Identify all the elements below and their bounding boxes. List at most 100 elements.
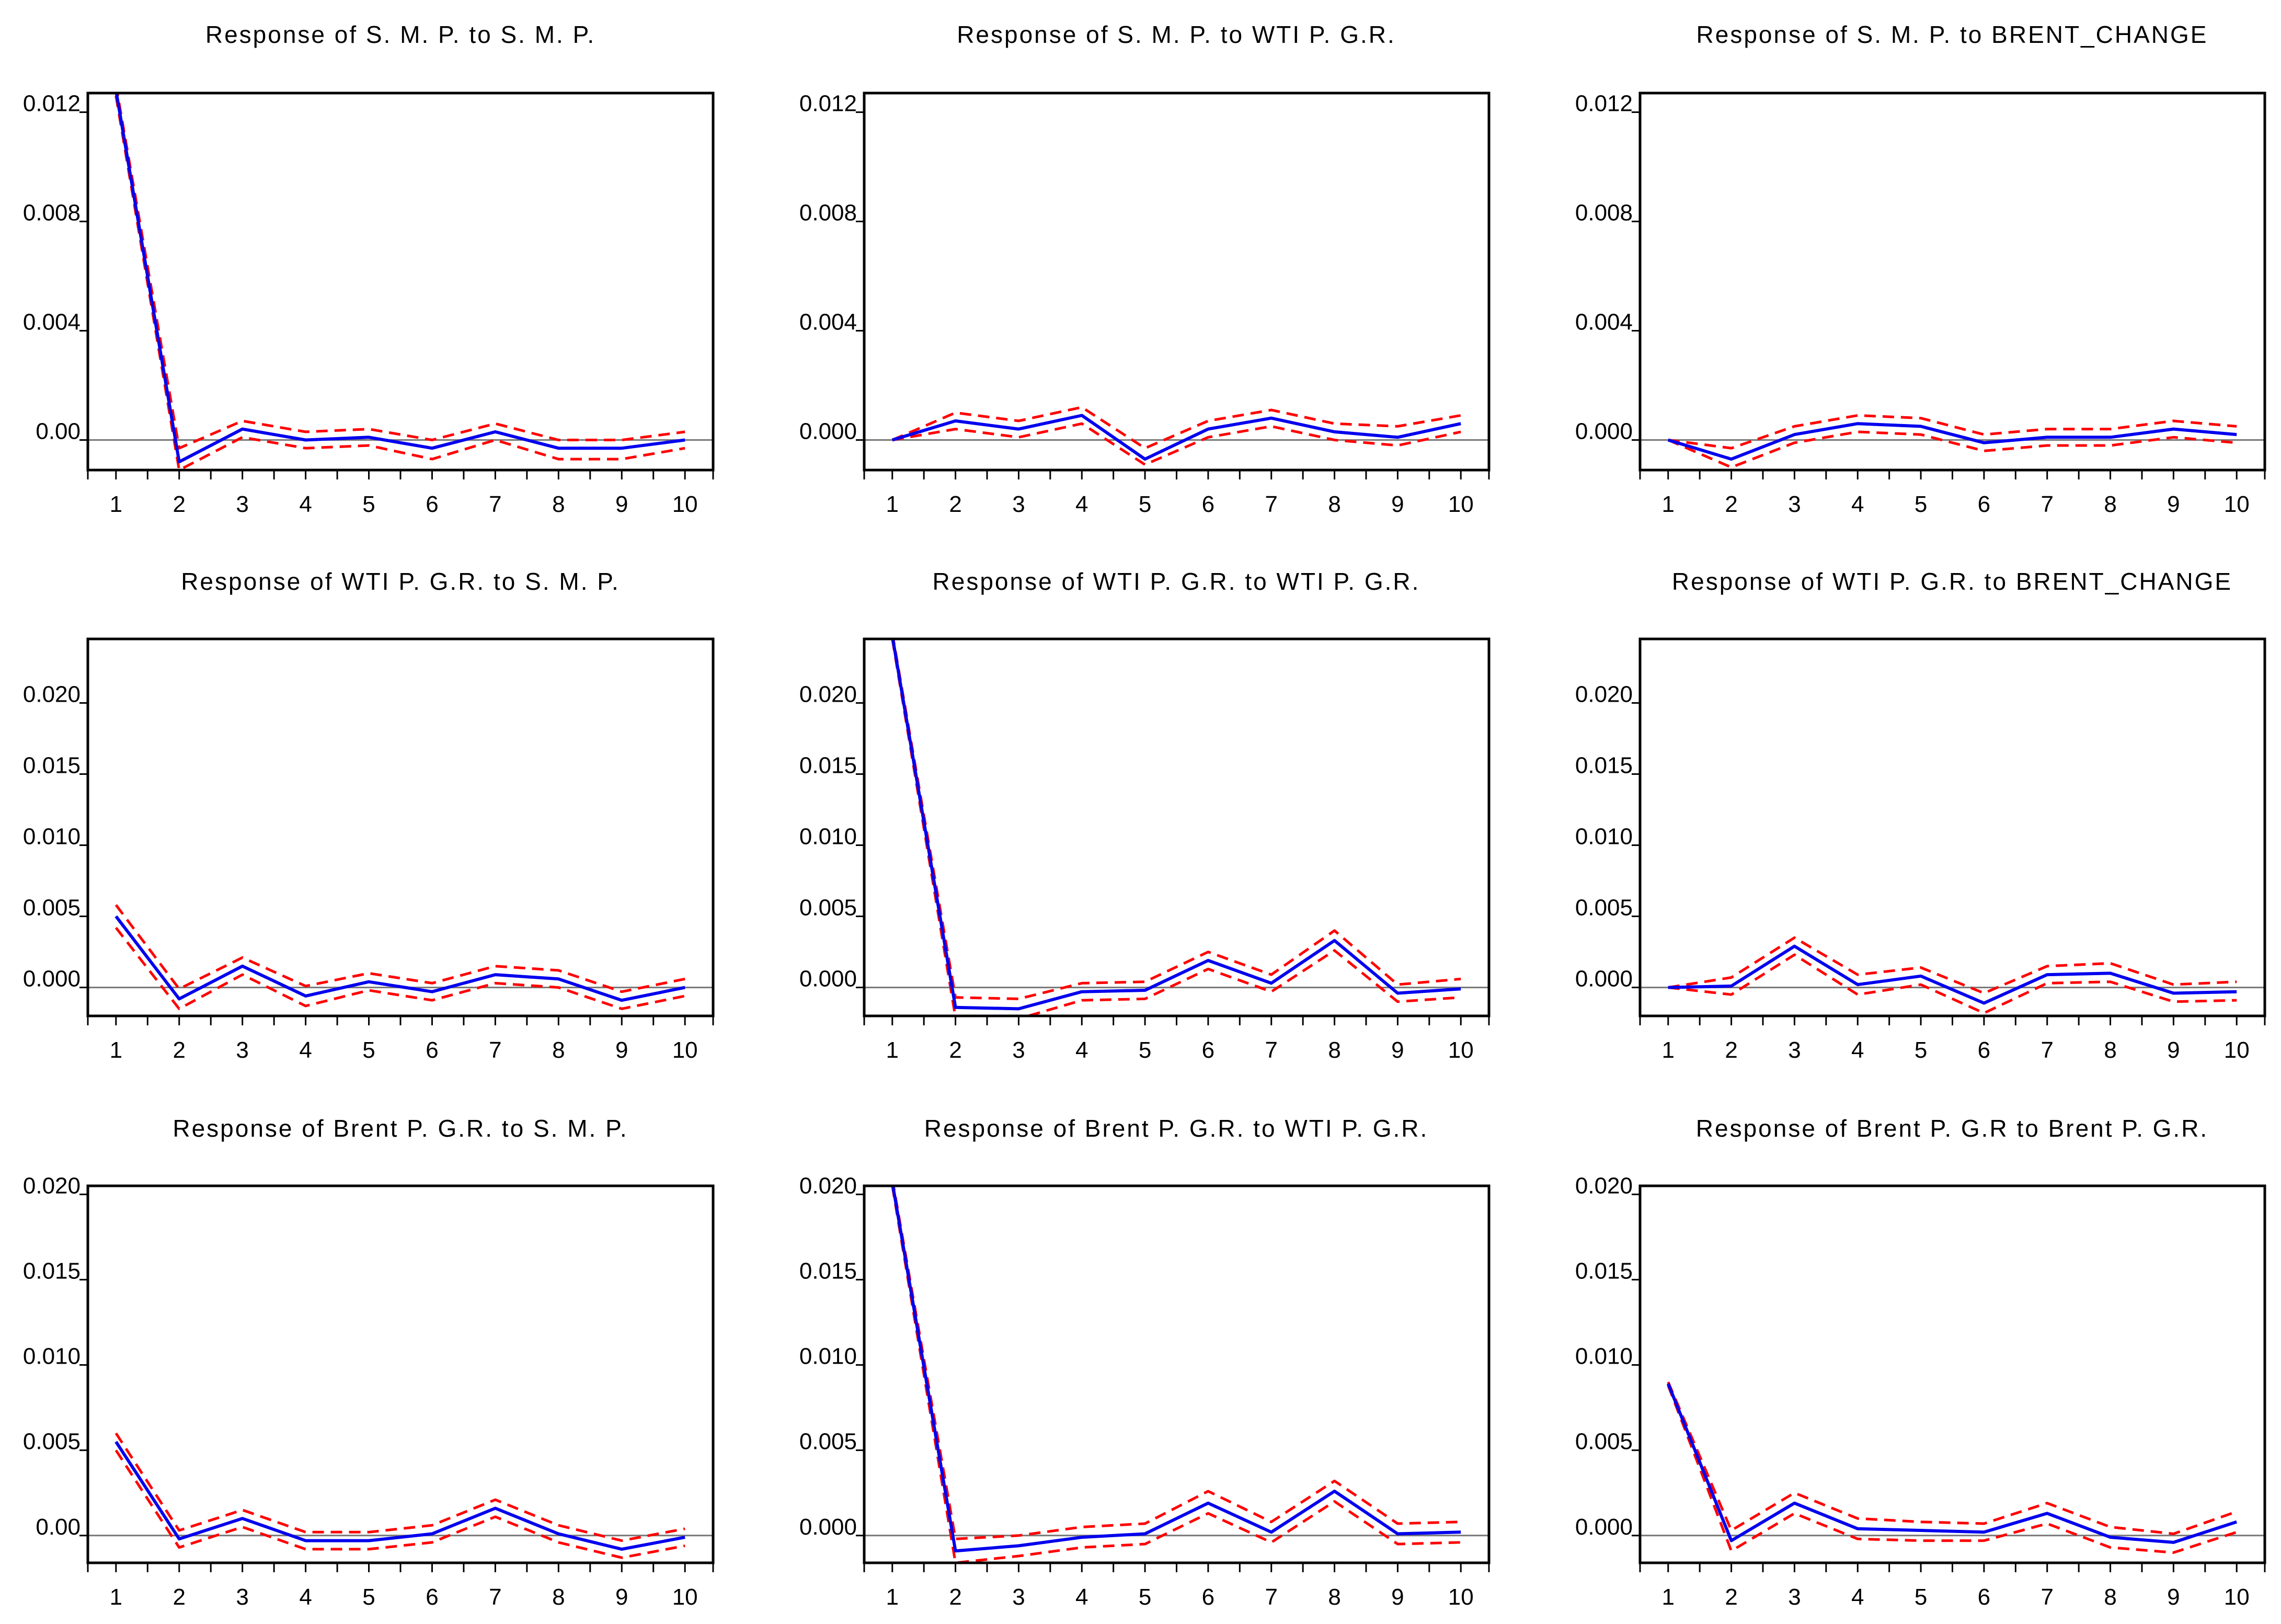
x-tick-label: 7 <box>489 1584 501 1610</box>
x-tick-label: 8 <box>552 1584 565 1610</box>
y-tick-label: 0.010 <box>23 824 81 850</box>
y-tick-label: 0.000 <box>1575 1514 1633 1540</box>
confidence-band-line <box>114 95 685 470</box>
x-tick-label: 7 <box>1265 1037 1277 1063</box>
x-tick-label: 5 <box>1139 1037 1151 1063</box>
confidence-band-line <box>892 1186 1461 1540</box>
response-line <box>891 639 1461 1011</box>
x-tick-label: 9 <box>1391 1584 1404 1610</box>
y-tick-label: 0.010 <box>799 1344 857 1369</box>
x-tick-label: 2 <box>173 1037 186 1063</box>
y-tick-label: 0.00 <box>36 1514 81 1540</box>
x-tick-label: 6 <box>1978 491 1990 517</box>
plot-frame <box>1638 1184 2266 1564</box>
x-tick-label: 4 <box>1851 1584 1864 1610</box>
y-tick-label: 0.005 <box>799 1429 857 1455</box>
y-tick-label: 0.015 <box>1575 1258 1633 1284</box>
panel-title: Response of Brent P. G.R to Brent P. G.R… <box>1696 1115 2208 1142</box>
y-tick-label: 0.005 <box>23 1429 81 1455</box>
x-tick-label: 10 <box>2224 1584 2250 1610</box>
x-tick-label: 1 <box>110 1037 122 1063</box>
x-tick-label: 9 <box>2167 1584 2180 1610</box>
x-tick-label: 7 <box>489 491 501 517</box>
confidence-band-line <box>1668 953 2237 1015</box>
y-tick-label: 0.008 <box>1575 200 1633 226</box>
x-tick-label: 6 <box>1978 1037 1990 1063</box>
x-tick-label: 10 <box>1448 1037 1474 1063</box>
y-tick-label: 0.015 <box>23 752 81 778</box>
x-tick-label: 3 <box>236 1037 248 1063</box>
x-tick-label: 10 <box>672 1584 698 1610</box>
x-tick-label: 2 <box>1725 1037 1737 1063</box>
x-tick-label: 9 <box>1391 1037 1404 1063</box>
x-tick-label: 5 <box>1915 491 1927 517</box>
x-tick-label: 8 <box>552 1037 565 1063</box>
x-tick-label: 10 <box>672 491 698 517</box>
x-tick-label: 6 <box>1202 1037 1214 1063</box>
x-tick-label: 10 <box>1448 1584 1474 1610</box>
x-tick-label: 2 <box>1725 1584 1737 1610</box>
x-tick-label: 4 <box>1851 1037 1864 1063</box>
y-tick-label: 0.010 <box>1575 1344 1633 1369</box>
plot-frame <box>863 92 1491 472</box>
panel-title: Response of Brent P. G.R. to S. M. P. <box>173 1115 628 1142</box>
y-tick-label: 0.012 <box>799 91 857 117</box>
panel-title: Response of WTI P. G.R. to WTI P. G.R. <box>933 568 1420 595</box>
x-tick-label: 5 <box>1915 1037 1927 1063</box>
confidence-band-line <box>114 904 685 993</box>
x-tick-label: 2 <box>173 1584 186 1610</box>
y-tick-label: 0.020 <box>23 1173 81 1198</box>
x-tick-label: 4 <box>1851 491 1864 517</box>
y-tick-label: 0.020 <box>799 681 857 707</box>
y-tick-label: 0.010 <box>1575 824 1633 850</box>
x-tick-label: 8 <box>2104 491 2116 517</box>
plot-frame <box>863 637 1491 1017</box>
y-tick-label: 0.015 <box>1575 752 1633 778</box>
x-tick-label: 3 <box>1012 1584 1025 1610</box>
plot-frame <box>86 92 715 472</box>
x-tick-label: 9 <box>2167 491 2180 517</box>
x-tick-label: 1 <box>1662 491 1675 517</box>
x-tick-label: 9 <box>2167 1037 2180 1063</box>
y-tick-label: 0.012 <box>1575 91 1633 117</box>
x-tick-label: 8 <box>2104 1584 2116 1610</box>
x-tick-label: 2 <box>1725 491 1737 517</box>
confidence-band-line <box>114 1449 685 1559</box>
y-tick-label: 0.005 <box>799 895 857 921</box>
y-tick-label: 0.00 <box>36 419 81 444</box>
confidence-band-line <box>114 1432 685 1542</box>
x-tick-label: 9 <box>615 1584 628 1610</box>
x-tick-label: 1 <box>1662 1037 1675 1063</box>
panel-title: Response of WTI P. G.R. to BRENT_CHANGE <box>1672 568 2232 595</box>
x-tick-label: 4 <box>299 1584 312 1610</box>
confidence-band-line <box>891 406 1461 450</box>
x-tick-label: 5 <box>362 1037 375 1063</box>
x-tick-label: 9 <box>1391 491 1404 517</box>
y-tick-label: 0.020 <box>1575 1173 1633 1198</box>
x-tick-label: 10 <box>1448 491 1474 517</box>
response-line <box>114 1440 685 1551</box>
x-tick-label: 9 <box>615 491 628 517</box>
y-tick-label: 0.004 <box>1575 310 1633 335</box>
x-tick-label: 3 <box>1012 491 1025 517</box>
x-tick-label: 3 <box>1788 1584 1801 1610</box>
x-tick-label: 6 <box>426 1037 438 1063</box>
y-tick-label: 0.015 <box>23 1258 81 1284</box>
x-tick-label: 4 <box>299 491 312 517</box>
plot-frame <box>86 1184 715 1564</box>
x-tick-label: 2 <box>173 491 186 517</box>
x-tick-label: 4 <box>1075 1037 1088 1063</box>
confidence-band-line <box>114 927 685 1010</box>
x-tick-label: 5 <box>362 1584 375 1610</box>
confidence-band-line <box>891 639 1461 1016</box>
x-tick-label: 5 <box>1139 491 1151 517</box>
x-tick-label: 1 <box>110 491 122 517</box>
y-tick-label: 0.004 <box>799 310 857 335</box>
x-tick-label: 6 <box>1202 1584 1214 1610</box>
response-line <box>1668 944 2237 1005</box>
y-tick-label: 0.012 <box>23 91 81 117</box>
response-line <box>114 915 685 1002</box>
response-line <box>891 1186 1461 1553</box>
x-tick-label: 1 <box>1662 1584 1675 1610</box>
x-tick-label: 5 <box>1139 1584 1151 1610</box>
